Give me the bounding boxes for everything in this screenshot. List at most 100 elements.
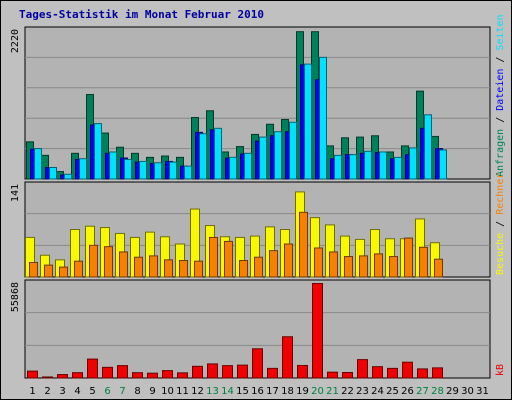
bar-rechner-day-28 (434, 258, 443, 278)
side-label-dateien: Dateien (495, 69, 506, 111)
x-tick-day-7: 7 (119, 386, 125, 397)
side-label-top: Anfragen / Dateien / Seiten (495, 14, 506, 177)
bar-kb-day-28 (432, 367, 443, 379)
x-tick-day-28: 28 (431, 386, 444, 397)
bar-rechner-day-13 (209, 236, 218, 278)
bar-seiten-day-8 (139, 160, 147, 180)
bar-rechner-day-12 (194, 260, 203, 278)
x-tick-day-17: 17 (266, 386, 279, 397)
bar-kb-day-12 (192, 365, 203, 379)
bar-rechner-day-18 (284, 243, 293, 278)
x-tick-day-31: 31 (476, 386, 489, 397)
bar-seiten-day-16 (259, 136, 267, 180)
bar-seiten-day-28 (439, 149, 447, 180)
x-tick-day-30: 30 (461, 386, 474, 397)
bar-kb-day-1 (27, 370, 38, 379)
side-label-rechner: Rechner (495, 173, 506, 215)
bar-seiten-day-21 (334, 154, 342, 180)
bar-rechner-day-25 (389, 256, 398, 278)
chart-title: Tages-Statistik im Monat Februar 2010 (19, 8, 265, 21)
x-tick-day-6: 6 (104, 386, 110, 397)
side-label-middle: Besuche / Rechner (495, 173, 506, 275)
bar-seiten-day-15 (244, 152, 252, 180)
bar-rechner-day-8 (134, 256, 143, 278)
bar-kb-day-2 (42, 376, 53, 379)
x-tick-day-22: 22 (341, 386, 354, 397)
bar-seiten-day-23 (364, 150, 372, 180)
bar-kb-day-27 (417, 368, 428, 379)
side-label-anfragen: Anfragen (495, 129, 506, 177)
bar-kb-day-10 (162, 370, 173, 379)
bar-rechner-day-4 (74, 260, 83, 278)
bar-rechner-day-15 (239, 260, 248, 278)
bar-rechner-day-3 (59, 266, 68, 278)
bar-kb-day-21 (327, 371, 338, 379)
bar-rechner-day-21 (329, 251, 338, 278)
x-tick-day-26: 26 (401, 386, 414, 397)
bar-kb-day-19 (297, 364, 308, 379)
bar-seiten-day-18 (289, 121, 297, 180)
bar-seiten-day-20 (319, 56, 327, 180)
bar-kb-day-8 (132, 372, 143, 379)
x-tick-day-15: 15 (236, 386, 249, 397)
bar-kb-day-11 (177, 372, 188, 379)
x-tick-day-27: 27 (416, 386, 429, 397)
bar-rechner-day-11 (179, 260, 188, 278)
x-tick-day-25: 25 (386, 386, 399, 397)
bar-kb-day-25 (387, 367, 398, 379)
y-max-label-top: 2220 (10, 29, 21, 53)
bar-seiten-day-27 (424, 114, 432, 180)
bar-kb-day-7 (117, 365, 128, 379)
bar-rechner-day-17 (269, 250, 278, 278)
bar-seiten-day-17 (274, 131, 282, 180)
bar-seiten-day-19 (304, 63, 312, 180)
bar-rechner-day-1 (29, 261, 38, 278)
bar-kb-day-23 (357, 359, 368, 379)
bar-kb-day-13 (207, 363, 218, 379)
bar-kb-day-22 (342, 372, 353, 379)
x-tick-day-9: 9 (149, 386, 155, 397)
bar-kb-day-24 (372, 366, 383, 379)
bar-rechner-day-5 (89, 244, 98, 278)
x-tick-day-20: 20 (311, 386, 324, 397)
bar-seiten-day-1 (34, 148, 42, 180)
x-tick-day-10: 10 (161, 386, 174, 397)
bar-seiten-day-12 (199, 133, 207, 180)
bar-rechner-day-10 (164, 259, 173, 278)
bar-rechner-day-16 (254, 256, 263, 278)
bar-kb-day-6 (102, 366, 113, 379)
x-tick-day-3: 3 (59, 386, 65, 397)
x-tick-day-12: 12 (191, 386, 204, 397)
bar-kb-day-5 (87, 358, 98, 379)
bar-seiten-day-9 (154, 162, 162, 180)
bar-rechner-day-24 (374, 253, 383, 278)
x-tick-day-14: 14 (221, 386, 234, 397)
x-tick-day-1: 1 (29, 386, 35, 397)
bar-seiten-day-5 (94, 123, 102, 180)
side-label-seiten: Seiten (495, 14, 506, 50)
bar-seiten-day-14 (229, 156, 237, 180)
bar-rechner-day-26 (404, 237, 413, 278)
bar-rechner-day-23 (359, 255, 368, 278)
x-tick-day-19: 19 (296, 386, 309, 397)
x-tick-day-11: 11 (176, 386, 189, 397)
bar-rechner-day-27 (419, 246, 428, 278)
bar-seiten-day-25 (394, 156, 402, 180)
bar-seiten-day-11 (184, 165, 192, 180)
x-tick-day-29: 29 (446, 386, 459, 397)
x-tick-day-4: 4 (74, 386, 80, 397)
bar-kb-day-17 (267, 367, 278, 379)
bar-rechner-day-20 (314, 247, 323, 278)
x-tick-day-23: 23 (356, 386, 369, 397)
bar-rechner-day-7 (119, 251, 128, 278)
side-label-kb: kB (495, 364, 506, 376)
y-max-label-middle: 141 (10, 184, 21, 202)
bar-rechner-day-19 (299, 211, 308, 278)
bar-kb-day-26 (402, 361, 413, 379)
bar-seiten-day-26 (409, 147, 417, 180)
side-label-besuche: Besuche (495, 233, 506, 275)
bar-rechner-day-14 (224, 240, 233, 278)
bar-kb-day-15 (237, 364, 248, 379)
bar-seiten-day-2 (49, 167, 57, 180)
